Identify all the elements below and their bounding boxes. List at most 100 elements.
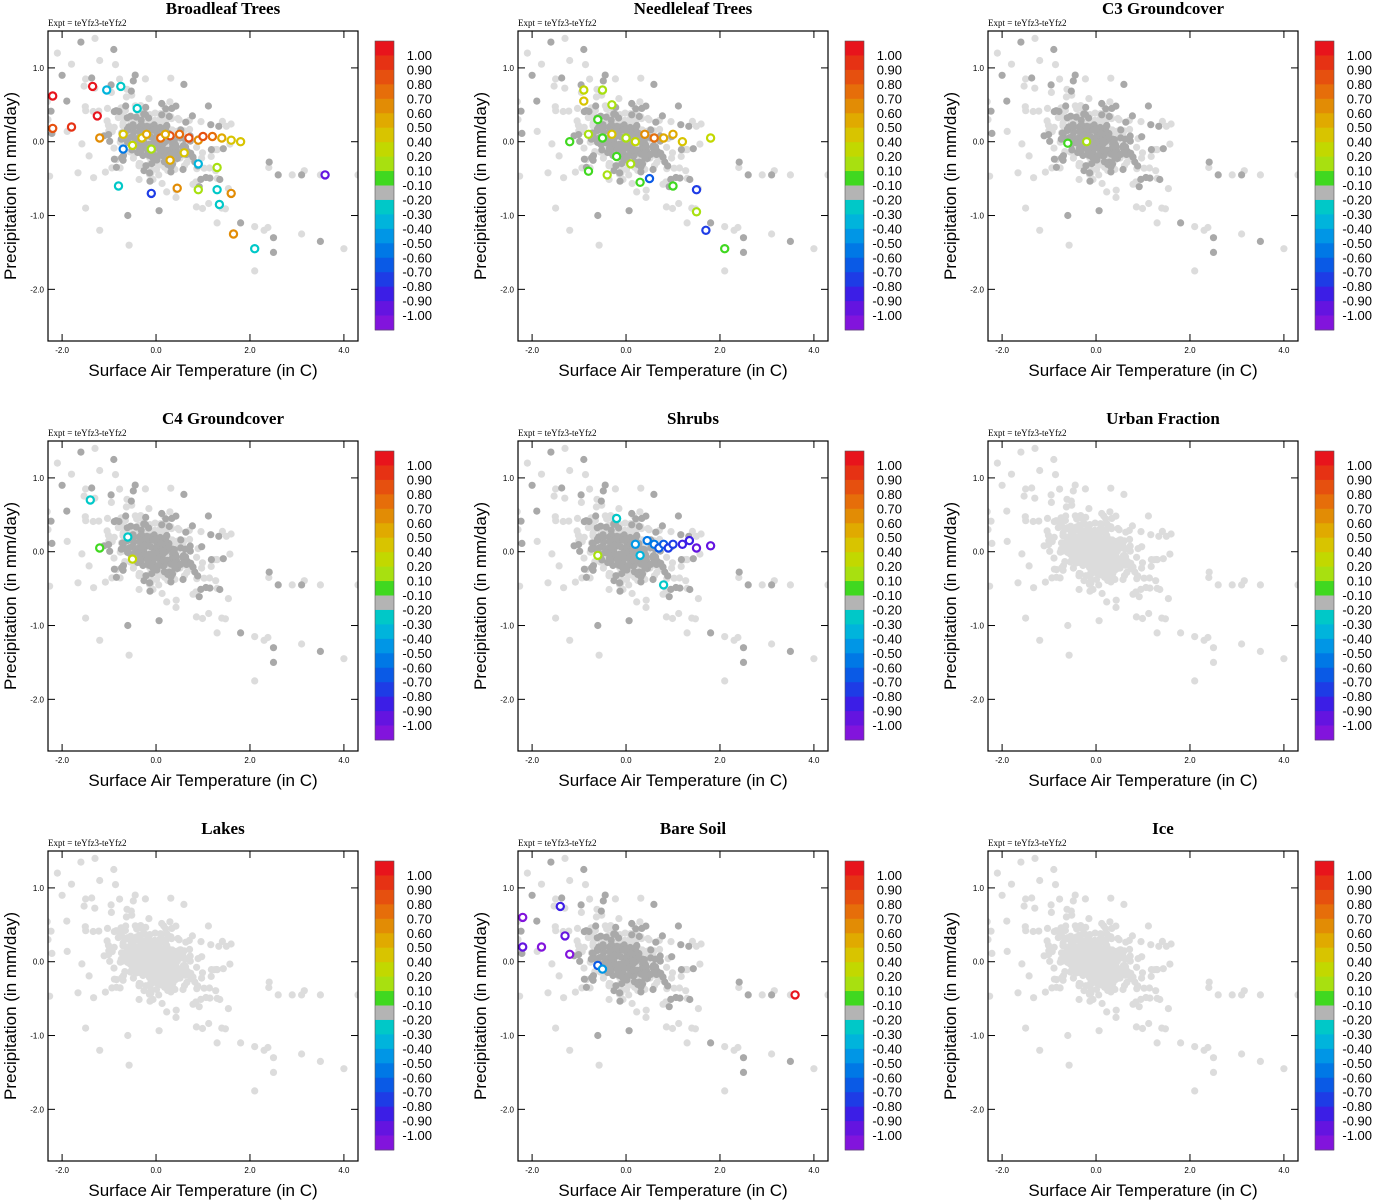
background-point bbox=[197, 938, 205, 946]
x-tick-label: 4.0 bbox=[338, 346, 350, 355]
colorbar-swatch bbox=[1315, 315, 1334, 331]
background-point bbox=[162, 942, 170, 951]
background-point bbox=[498, 120, 505, 127]
background-point bbox=[1057, 135, 1065, 143]
background-point bbox=[187, 969, 195, 977]
background-point bbox=[637, 894, 645, 902]
background-point bbox=[298, 581, 306, 589]
panel-title: C4 Groundcover bbox=[162, 409, 284, 428]
background-point bbox=[122, 922, 130, 930]
colorbar-label: 0.20 bbox=[877, 149, 902, 164]
background-point bbox=[1102, 122, 1110, 131]
background-point bbox=[1140, 574, 1148, 582]
background-point bbox=[1159, 555, 1167, 563]
background-point bbox=[123, 524, 131, 532]
background-point bbox=[207, 152, 215, 160]
background-point bbox=[610, 577, 618, 585]
colorbar-swatch bbox=[845, 581, 864, 596]
background-point bbox=[216, 175, 224, 184]
background-point bbox=[1095, 207, 1103, 215]
background-point bbox=[269, 658, 278, 667]
background-point bbox=[194, 572, 202, 580]
colorbar-label: 0.80 bbox=[877, 77, 902, 92]
background-point bbox=[1164, 595, 1172, 603]
background-point bbox=[128, 966, 136, 974]
background-point bbox=[1209, 248, 1218, 256]
background-point bbox=[1152, 577, 1160, 585]
background-point bbox=[96, 1046, 104, 1054]
background-point bbox=[192, 1023, 200, 1031]
y-tick-label: 0.0 bbox=[33, 548, 45, 557]
background-point bbox=[53, 869, 62, 877]
background-point bbox=[110, 565, 118, 573]
background-point bbox=[127, 907, 135, 915]
x-tick-label: -2.0 bbox=[55, 346, 69, 355]
plot-frame bbox=[517, 30, 829, 342]
background-point bbox=[1058, 539, 1066, 547]
background-point bbox=[1205, 568, 1213, 576]
background-point bbox=[96, 636, 104, 644]
background-point bbox=[123, 114, 131, 122]
colorbar-label: 0.20 bbox=[407, 559, 432, 574]
background-point bbox=[198, 559, 207, 567]
background-point bbox=[518, 517, 525, 525]
data-point bbox=[146, 188, 156, 199]
background-point bbox=[67, 470, 76, 478]
y-tick-label: 1.0 bbox=[973, 64, 985, 73]
background-point bbox=[665, 593, 673, 601]
background-point bbox=[533, 127, 541, 135]
background-point bbox=[129, 564, 137, 572]
x-axis-label: Surface Air Temperature (in C) bbox=[1028, 771, 1257, 790]
background-point bbox=[213, 629, 221, 637]
background-point bbox=[1144, 512, 1152, 520]
colorbar-label: -0.60 bbox=[402, 1070, 432, 1085]
background-point bbox=[581, 471, 590, 479]
panel-title: Urban Fraction bbox=[1106, 409, 1220, 428]
background-point bbox=[1117, 126, 1125, 134]
colorbar-swatch bbox=[1315, 451, 1334, 466]
points-layer bbox=[988, 444, 1298, 685]
background-point bbox=[212, 987, 220, 995]
background-point bbox=[48, 116, 52, 124]
background-point bbox=[707, 629, 715, 637]
colorbar-swatch bbox=[375, 537, 394, 553]
background-point bbox=[67, 880, 76, 888]
background-point bbox=[1147, 556, 1155, 564]
background-point bbox=[993, 459, 1002, 467]
colorbar-label: -0.90 bbox=[1342, 704, 1372, 719]
background-point bbox=[28, 940, 35, 947]
background-point bbox=[1134, 162, 1142, 170]
background-point bbox=[274, 581, 282, 589]
background-point bbox=[145, 505, 153, 513]
background-point bbox=[594, 621, 602, 630]
background-point bbox=[1086, 177, 1094, 185]
background-point bbox=[561, 84, 569, 92]
background-point bbox=[265, 163, 273, 172]
colorbar-label: 0.10 bbox=[1347, 574, 1372, 589]
data-point bbox=[607, 129, 617, 139]
x-tick-label: 2.0 bbox=[1184, 346, 1196, 355]
background-point bbox=[188, 932, 196, 940]
background-point bbox=[601, 922, 609, 930]
background-point bbox=[197, 118, 205, 126]
background-point bbox=[988, 107, 995, 115]
background-point bbox=[188, 522, 196, 530]
colorbar-label: 0.70 bbox=[877, 501, 902, 516]
background-point bbox=[653, 158, 661, 166]
background-point bbox=[213, 219, 221, 227]
background-point bbox=[172, 922, 180, 930]
background-point bbox=[1046, 137, 1054, 145]
background-point bbox=[589, 566, 597, 574]
background-point bbox=[642, 596, 650, 604]
background-point bbox=[601, 512, 609, 520]
colorbar-label: 0.80 bbox=[1347, 487, 1372, 502]
background-point bbox=[636, 508, 644, 516]
x-tick-label: 2.0 bbox=[244, 1166, 256, 1175]
background-point bbox=[1115, 116, 1123, 124]
background-point bbox=[633, 188, 641, 196]
data-point bbox=[165, 155, 175, 165]
background-point bbox=[677, 121, 685, 129]
background-point bbox=[645, 526, 653, 534]
background-point bbox=[606, 160, 614, 168]
